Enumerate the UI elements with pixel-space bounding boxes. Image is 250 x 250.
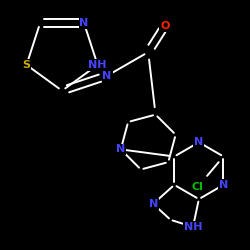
Text: NH: NH (184, 222, 202, 232)
Text: N: N (219, 180, 228, 190)
Text: N: N (148, 199, 158, 209)
Text: S: S (22, 60, 30, 70)
Text: Cl: Cl (192, 182, 203, 192)
Text: N: N (102, 71, 112, 81)
Text: N: N (194, 137, 203, 147)
Text: N: N (80, 18, 89, 28)
Text: O: O (160, 21, 170, 31)
Text: NH: NH (88, 60, 107, 70)
Text: N: N (116, 144, 126, 154)
